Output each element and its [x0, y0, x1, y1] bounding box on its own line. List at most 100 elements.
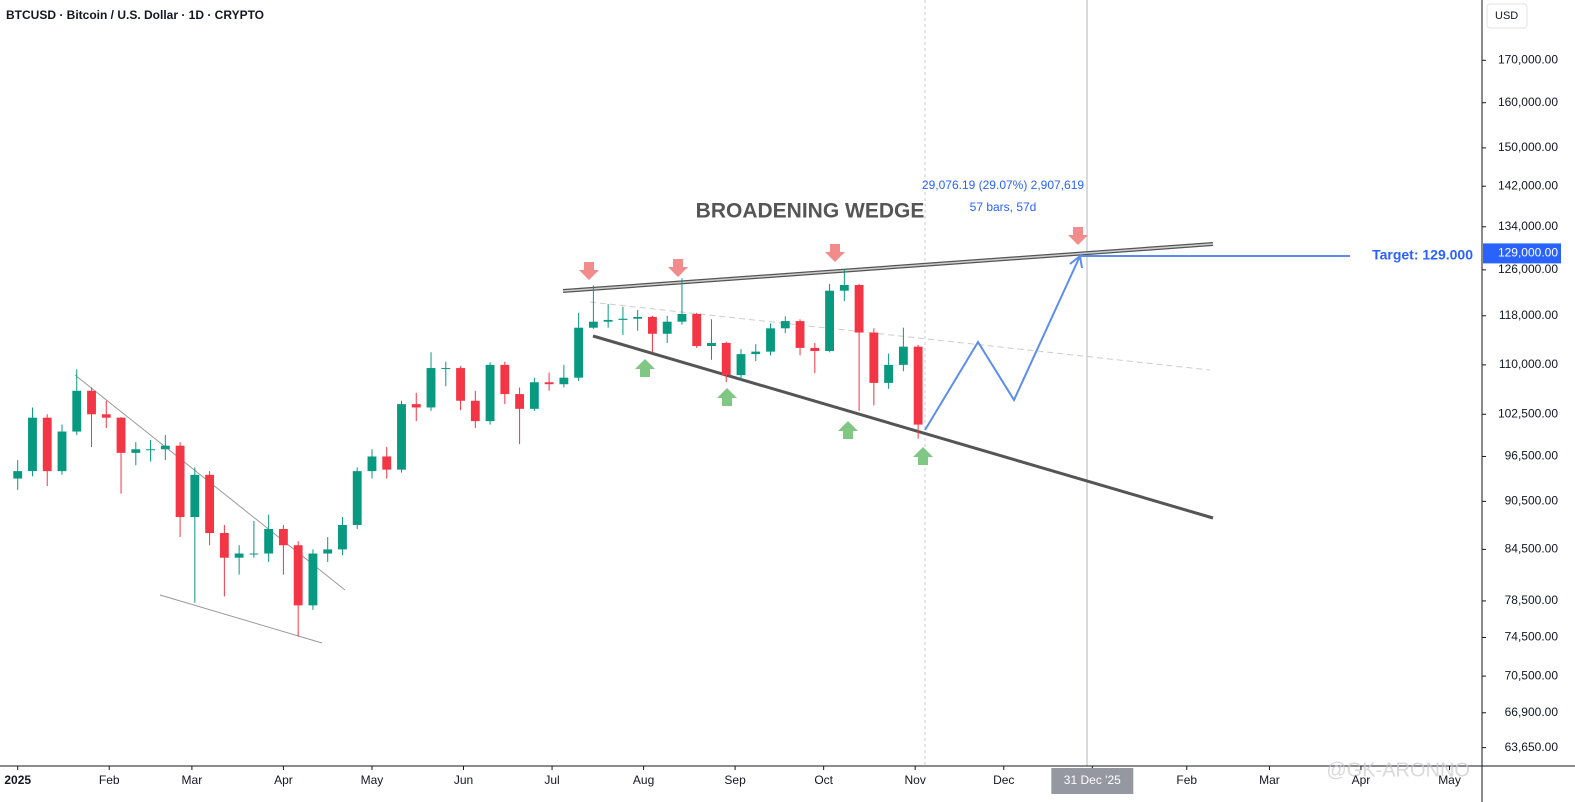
candle-body	[352, 471, 362, 525]
candle-body	[116, 417, 126, 453]
symbol-title: BTCUSD · Bitcoin / U.S. Dollar · 1D · CR…	[6, 8, 264, 22]
pattern-label: BROADENING WEDGE	[696, 200, 925, 223]
candle-body	[839, 285, 849, 291]
x-tick-label: Feb	[1176, 773, 1197, 787]
x-tick-label: Nov	[905, 773, 926, 787]
candle-body	[87, 390, 96, 415]
x-tick-label: Mar	[182, 773, 203, 787]
candle-body	[795, 321, 805, 348]
candle-body	[293, 545, 303, 606]
x-tick-label: May	[1438, 773, 1461, 787]
x-tick-label: Apr	[274, 773, 293, 787]
candle-body	[913, 346, 923, 425]
candle-body	[28, 417, 37, 472]
candle-body	[603, 319, 613, 322]
candle-body	[160, 445, 170, 450]
currency: USD	[1495, 10, 1518, 22]
candle-body	[529, 382, 539, 409]
y-tick-label: 96,500.00	[1505, 449, 1559, 463]
candle-body	[898, 346, 908, 365]
candle-body	[308, 553, 318, 606]
candle-body	[854, 285, 864, 333]
buy-arrows	[635, 359, 933, 465]
candle-body	[234, 553, 244, 558]
candle-body	[367, 456, 377, 472]
candle-body	[13, 471, 23, 479]
candle-body	[766, 328, 775, 352]
y-tick-label: 118,000.00	[1499, 308, 1558, 322]
candle-body	[721, 342, 731, 376]
candle-body	[205, 474, 215, 534]
mid-line	[589, 301, 1211, 371]
x-tick-label: Sep	[724, 773, 746, 787]
candle-body	[884, 364, 894, 383]
y-tick-label: 134,000.00	[1498, 219, 1558, 233]
y-tick-label: 142,000.00	[1498, 178, 1558, 192]
trend-line	[159, 594, 323, 644]
y-tick-label: 63,650.00	[1505, 740, 1559, 754]
candle-body	[736, 354, 746, 376]
x-tick-label: Dec	[993, 773, 1014, 787]
candle-body	[633, 316, 643, 319]
candle-body	[411, 404, 421, 408]
candle-body	[470, 400, 480, 422]
candle-body	[780, 321, 790, 329]
candle-body	[677, 313, 687, 322]
y-tick-label: 170,000.00	[1498, 52, 1558, 66]
x-tick-label: Jun	[454, 773, 473, 787]
candle-body	[175, 445, 185, 518]
watermark: @GK-ARONNO	[1326, 759, 1470, 781]
x-tick-label: Apr	[1352, 773, 1371, 787]
x-tick-label: Oct	[814, 773, 833, 787]
y-tick-label: 126,000.00	[1498, 262, 1558, 276]
candle-body	[42, 417, 52, 472]
candle-body	[515, 394, 525, 409]
wedge-upper-inner	[562, 243, 1214, 292]
candle-body	[338, 524, 347, 550]
candle-body	[278, 528, 288, 546]
candle-body	[72, 390, 82, 432]
candle-body	[57, 431, 67, 472]
y-tick-label: 84,500.00	[1505, 542, 1559, 556]
candle-body	[559, 377, 569, 385]
measure-text: 29,076.19 (29.07%) 2,907,619	[922, 178, 1084, 192]
candle-body	[190, 474, 200, 518]
x-tick-label: Feb	[99, 773, 120, 787]
price-marker-label: 129,000.00	[1498, 246, 1558, 260]
price-marker-box	[1483, 243, 1561, 264]
x-tick-label: Aug	[633, 773, 654, 787]
candle-body	[707, 342, 716, 347]
candle-body	[382, 456, 392, 470]
sell-arrows	[579, 227, 1088, 280]
candle-body	[397, 404, 406, 470]
x-tick-label: Mar	[1259, 773, 1280, 787]
candle-body	[648, 316, 657, 334]
cursor-date-box	[1051, 768, 1134, 794]
candle-body	[751, 351, 761, 355]
y-tick-label: 160,000.00	[1498, 95, 1558, 109]
y-tick-label: 70,500.00	[1505, 668, 1559, 682]
y-tick-label: 78,500.00	[1505, 593, 1559, 607]
y-tick-label: 66,900.00	[1505, 705, 1559, 719]
candle-body	[426, 368, 436, 408]
x-tick-label: May	[361, 773, 384, 787]
x-tick-label: Jul	[544, 773, 559, 787]
candle-body	[323, 549, 333, 554]
measure-text: 57 bars, 57d	[970, 200, 1037, 214]
projection-path	[924, 255, 1081, 431]
candle-body	[101, 414, 111, 418]
y-tick-label: 110,000.00	[1499, 357, 1558, 371]
candle-body	[588, 321, 598, 328]
x-tick-label: 2025	[4, 773, 31, 787]
candle-body	[692, 313, 702, 347]
candle-body	[219, 533, 229, 558]
candle-body	[500, 364, 510, 395]
candle-body	[264, 528, 274, 554]
candle-body	[485, 364, 495, 422]
candle-body	[574, 327, 584, 378]
wedge-lower	[592, 334, 1214, 520]
x-tick-label: 31 Dec '25	[1064, 773, 1121, 787]
